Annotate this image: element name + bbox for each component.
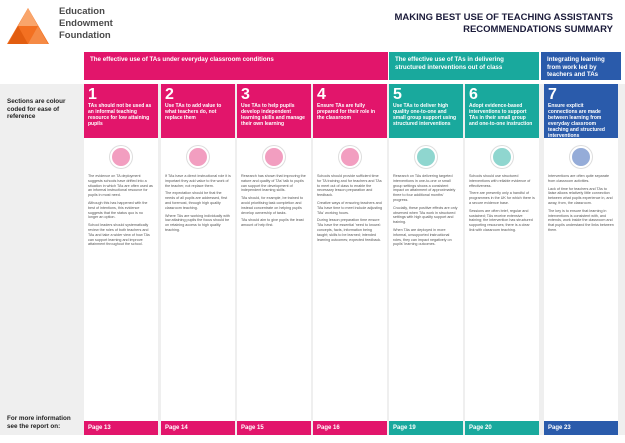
recommendation-paragraph: There are presently only a handful of pr… — [469, 191, 535, 205]
logo-line-2: Endowment — [59, 18, 113, 29]
section-band-interventions: The effective use of TAs in delivering s… — [389, 52, 539, 80]
report-pages-note: For more information see the report on: — [7, 415, 71, 430]
page-reference-link[interactable]: Page 14 — [161, 421, 235, 435]
page-title: MAKING BEST USE OF TEACHING ASSISTANTS R… — [394, 12, 613, 36]
recommendation-paragraph: Crucially, these positive effects are on… — [393, 205, 458, 225]
recommendation-body: Research has shown that improving the na… — [237, 174, 311, 228]
chart-icon — [491, 146, 513, 168]
eef-logo: Education Endowment Foundation — [6, 5, 146, 50]
page-reference-link[interactable]: Page 13 — [84, 421, 158, 435]
recommendation-paragraph: School leaders should systematically rev… — [88, 223, 150, 247]
recommendation-card-7: 7 Ensure explicit connections are made be… — [544, 84, 618, 435]
recommendation-body: Research on TAs delivering targeted inte… — [389, 174, 463, 247]
recommendation-title: Ensure explicit connections are made bet… — [548, 103, 605, 139]
page-reference-link[interactable]: Page 19 — [389, 421, 463, 435]
recommendation-paragraph: Where TAs are working individually with … — [165, 213, 230, 232]
recommendation-paragraph: Interventions are often quite separate f… — [548, 174, 610, 183]
page-reference-link[interactable]: Page 23 — [544, 421, 618, 435]
recommendation-body: Schools should provide sufficient time f… — [313, 174, 387, 242]
recommendation-body: Schools should use structured interventi… — [465, 174, 539, 233]
recommendation-paragraph: When TAs are deployed in more informal, … — [393, 227, 452, 247]
link-icon — [570, 146, 592, 168]
recommendation-header: 7 Ensure explicit connections are made be… — [544, 84, 618, 139]
recommendation-title: Ensure TAs are fully prepared for their … — [317, 103, 376, 121]
brain-icon — [263, 146, 285, 168]
section-band-classroom: The effective use of TAs under everyday … — [84, 52, 388, 80]
recommendation-number: 6 — [469, 86, 478, 103]
recommendation-header: 5 Use TAs to deliver high quality one-to-… — [389, 84, 463, 138]
recommendation-number: 3 — [241, 86, 250, 103]
plus-badge-icon — [187, 146, 209, 168]
recommendation-paragraph: Although this has happened with the best… — [88, 200, 148, 220]
recommendation-header: 3 Use TAs to help pupils develop independ… — [237, 84, 311, 138]
recommendation-paragraph: The key is to ensure that learning in in… — [548, 208, 614, 232]
recommendation-title: Use TAs to help pupils develop independe… — [241, 103, 305, 127]
logo-line-3: Foundation — [59, 30, 111, 41]
recommendation-paragraph: If TAs have a direct instructional role … — [165, 174, 231, 188]
recommendation-header: 4 Ensure TAs are fully prepared for their… — [313, 84, 387, 138]
recommendation-header: 1 TAs should not be used as an informal t… — [84, 84, 158, 138]
page-reference-link[interactable]: Page 20 — [465, 421, 539, 435]
recommendation-card-1: 1 TAs should not be used as an informal t… — [84, 84, 158, 435]
recommendation-paragraph: The expectation should be that the needs… — [165, 191, 228, 210]
recommendation-paragraph: Creative ways of ensuring teachers and T… — [317, 200, 383, 215]
star-badge-icon — [110, 146, 132, 168]
recommendation-body: The evidence on TA deployment suggests s… — [84, 174, 158, 247]
title-line-2: RECOMMENDATIONS SUMMARY — [463, 24, 613, 35]
title-line-1: MAKING BEST USE OF TEACHING ASSISTANTS — [394, 12, 613, 23]
recommendation-paragraph: The evidence on TA deployment suggests s… — [88, 174, 153, 198]
recommendation-title: TAs should not be used as an informal te… — [88, 103, 152, 127]
recommendation-paragraph: Research on TAs delivering targeted inte… — [393, 174, 456, 202]
recommendation-paragraph: Lack of time for teachers and TAs to lia… — [548, 186, 613, 205]
recommendation-number: 1 — [88, 86, 97, 103]
recommendation-header: 2 Use TAs to add value to what teachers d… — [161, 84, 235, 138]
recommendation-paragraph: Schools should provide sufficient time f… — [317, 174, 382, 198]
recommendation-paragraph: During lesson preparation time ensure TA… — [317, 218, 382, 242]
colour-code-note: Sections are colour coded for ease of re… — [7, 98, 66, 120]
recommendation-body: Interventions are often quite separate f… — [544, 174, 618, 233]
recommendation-card-5: 5 Use TAs to deliver high quality one-to-… — [389, 84, 463, 435]
recommendation-card-4: 4 Ensure TAs are fully prepared for their… — [313, 84, 387, 435]
recommendation-number: 4 — [317, 86, 326, 103]
triangle-logo-icon — [7, 8, 49, 44]
recommendation-paragraph: TAs should aim to give pupils the least … — [241, 218, 304, 228]
recommendation-number: 7 — [548, 86, 557, 103]
recommendation-title: Use TAs to deliver high quality one-to-o… — [393, 103, 457, 127]
logo-line-1: Education — [59, 6, 105, 17]
recommendation-paragraph: Research has shown that improving the na… — [241, 174, 306, 193]
group-icon — [415, 146, 437, 168]
recommendation-number: 2 — [165, 86, 174, 103]
page-reference-link[interactable]: Page 16 — [313, 421, 387, 435]
section-band-integrating: Integrating learning from work led by te… — [541, 52, 621, 80]
recommendation-paragraph: Schools should use structured interventi… — [469, 174, 531, 188]
recommendation-body: If TAs have a direct instructional role … — [161, 174, 235, 233]
recommendation-card-6: 6 Adopt evidence-based interventions to s… — [465, 84, 539, 435]
recommendation-number: 5 — [393, 86, 402, 103]
recommendation-title: Use TAs to add value to what teachers do… — [165, 103, 222, 121]
clipboard-icon — [339, 146, 361, 168]
recommendation-header: 6 Adopt evidence-based interventions to s… — [465, 84, 539, 138]
recommendation-title: Adopt evidence-based interventions to su… — [469, 103, 533, 127]
page-reference-link[interactable]: Page 15 — [237, 421, 311, 435]
recommendation-card-2: 2 Use TAs to add value to what teachers d… — [161, 84, 235, 435]
recommendation-paragraph: Sessions are often brief, regular and su… — [469, 208, 533, 232]
recommendation-card-3: 3 Use TAs to help pupils develop independ… — [237, 84, 311, 435]
recommendation-paragraph: TAs should, for example, be trained to a… — [241, 196, 304, 215]
